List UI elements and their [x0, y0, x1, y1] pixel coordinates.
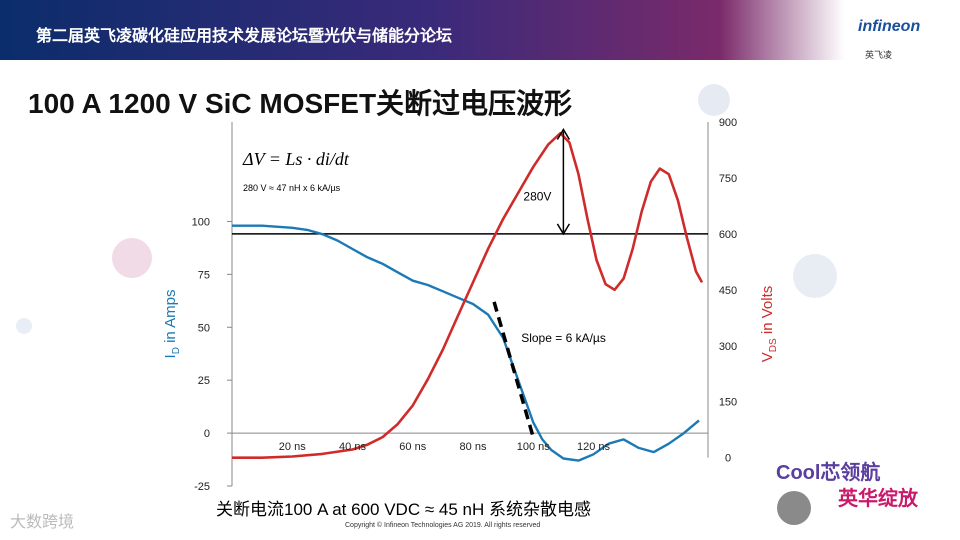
y-left-tick-label: 50 — [198, 322, 210, 334]
annotations: 280V Slope = 6 kA/µs ΔV = Ls · di/dt 280 V … — [242, 128, 606, 345]
tick-labels: 20 ns 40 ns 60 ns 80 ns 100 ns 120 ns -25 0 25 50… — [192, 117, 738, 493]
series-line-vds — [232, 131, 704, 460]
watermark: 大数跨境 — [10, 514, 75, 531]
header-title: 第二届英飞凌碳化硅应用技术发展论坛暨光伏与储能分论坛 — [36, 28, 453, 45]
formula-note: 280 V ≈ 47 nH x 6 kA/µs — [243, 183, 341, 193]
decoration — [16, 84, 837, 525]
brand-line2: 英华绽放 — [838, 488, 918, 510]
y-right-tick-label: 900 — [719, 117, 737, 129]
arrow-head-top — [556, 128, 571, 140]
x-tick-label: 100 ns — [517, 441, 551, 453]
y-right-tick-label: 600 — [719, 229, 737, 241]
slope-label: Slope = 6 kA/µs — [521, 331, 606, 345]
coolsic-bubble — [112, 238, 152, 278]
chart-caption: 关断电流100 A at 600 VDC ≈ 45 nH 系统杂散电感 — [216, 500, 591, 519]
bg-node-circle — [793, 254, 837, 298]
y-left-tick-label: 75 — [198, 269, 210, 281]
infineon-logo-sub: 英飞凌 — [865, 50, 893, 60]
y-right-tick-label: 150 — [719, 397, 737, 409]
y-right-tick-label: 300 — [719, 341, 737, 353]
y-right-tick-label: 450 — [719, 285, 737, 297]
series-line-id — [232, 224, 700, 462]
x-tick-label: 60 ns — [399, 441, 426, 453]
bg-node-circle — [16, 318, 32, 334]
x-tick-label: 80 ns — [460, 441, 487, 453]
y-left-tick-label: -25 — [194, 481, 210, 493]
y-left-tick-label: 100 — [192, 216, 210, 228]
bg-node-circle — [698, 84, 730, 116]
header-bar: 第二届英飞凌碳化硅应用技术发展论坛暨光伏与储能分论坛 — [0, 0, 960, 60]
brand-line1: Cool芯领航 — [776, 462, 881, 484]
coolsic-badge — [777, 491, 811, 525]
copyright: Copyright © Infineon Technologies AG 201… — [345, 522, 541, 529]
overshoot-label: 280V — [523, 190, 551, 204]
series-group — [232, 131, 704, 462]
y-left-tick-label: 25 — [198, 375, 210, 387]
x-tick-label: 20 ns — [279, 441, 306, 453]
x-tick-label: 120 ns — [577, 441, 611, 453]
slope-indicator — [492, 301, 535, 438]
slope-dashed-line — [492, 301, 535, 438]
axis-frame — [227, 122, 709, 487]
arrow-head-bottom — [556, 223, 571, 236]
page-title: 100 A 1200 V SiC MOSFET关断过电压波形 — [28, 88, 573, 119]
y-axis-right-label: VDS in Volts — [759, 286, 779, 362]
infineon-logo: infineon — [858, 18, 921, 35]
y-left-tick-label: 0 — [204, 428, 210, 440]
y-right-tick-label: 0 — [725, 453, 731, 465]
x-tick-label: 40 ns — [339, 441, 366, 453]
y-right-tick-label: 750 — [719, 173, 737, 185]
formula: ΔV = Ls · di/dt — [242, 149, 350, 169]
y-axis-left-label: ID in Amps — [162, 290, 182, 359]
